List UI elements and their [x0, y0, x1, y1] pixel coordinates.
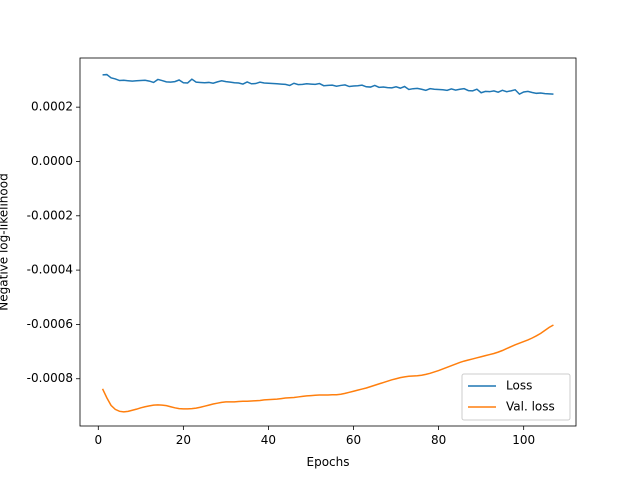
x-tick-label: 20 — [176, 433, 191, 447]
x-tick-label: 40 — [261, 433, 276, 447]
loss-line — [101, 324, 554, 413]
x-tick-label: 80 — [431, 433, 446, 447]
plot-frame — [79, 57, 577, 427]
y-tick-label: -0.0006 — [27, 317, 73, 331]
legend-label: Val. loss — [506, 400, 555, 414]
y-tick-label: 0.0000 — [31, 154, 73, 168]
y-axis-label: Negative log-likelihood — [0, 173, 11, 310]
x-axis-label: Epochs — [307, 455, 350, 469]
x-tick-label: 100 — [512, 433, 535, 447]
y-tick-label: -0.0008 — [27, 371, 73, 385]
legend-label: Loss — [506, 379, 532, 393]
x-tick-label: 0 — [94, 433, 102, 447]
y-tick-label: 0.0002 — [31, 100, 73, 114]
loss-line — [102, 73, 554, 96]
x-tick-label: 60 — [346, 433, 361, 447]
y-tick-label: -0.0002 — [27, 208, 73, 222]
y-tick-label: -0.0004 — [27, 263, 73, 277]
